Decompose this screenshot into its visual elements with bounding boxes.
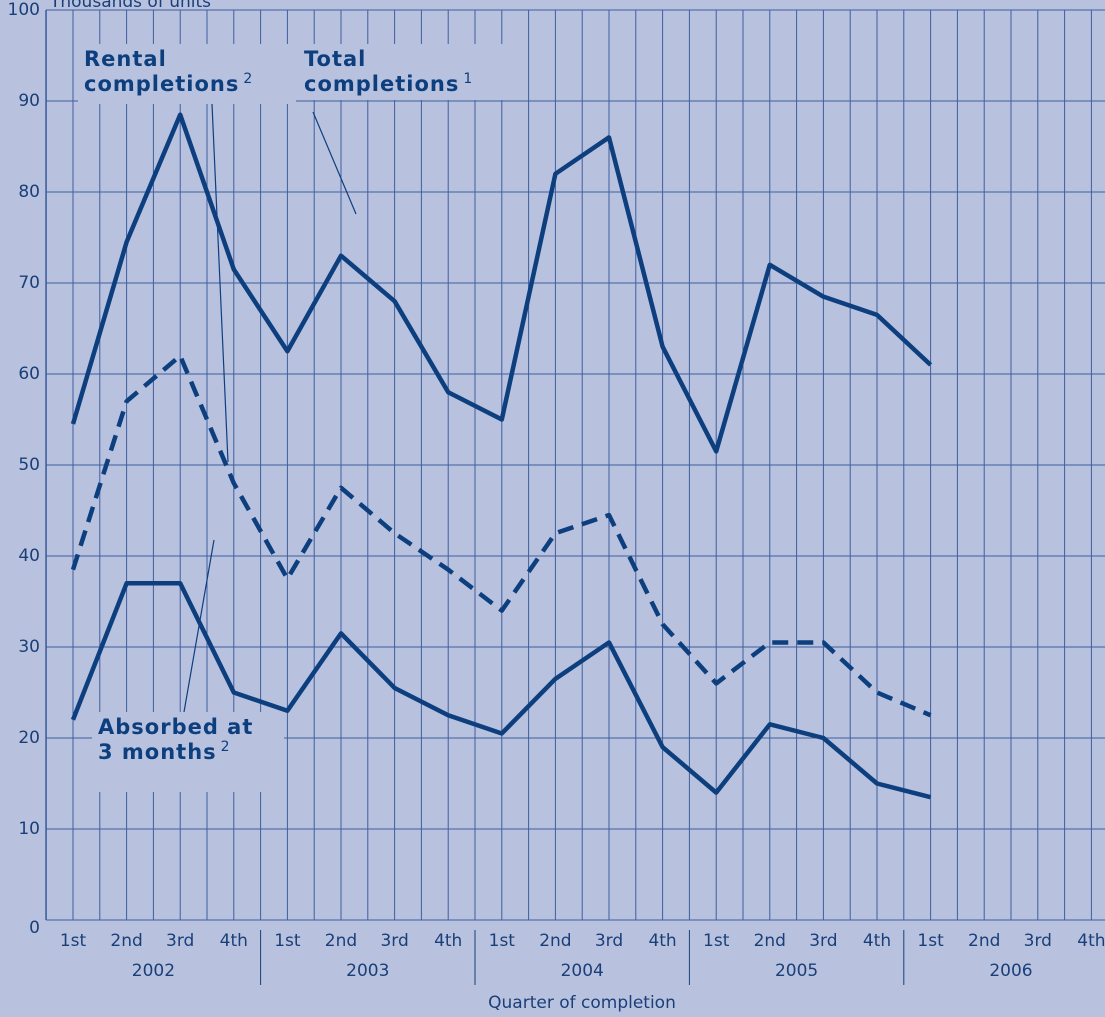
x-tick-label: 1st (274, 931, 301, 951)
x-tick-label: 1st (703, 931, 730, 951)
x-tick-label: 4th (434, 931, 462, 951)
annotation: Absorbed at 3 months 2 (98, 715, 253, 764)
year-label: 2006 (989, 961, 1032, 981)
x-tick-label: 2nd (325, 931, 357, 951)
x-tick-label: 1st (60, 931, 87, 951)
leader-line (312, 111, 357, 215)
y-tick-label: 90 (18, 91, 40, 111)
year-label: 2002 (132, 961, 175, 981)
annotation-box (78, 44, 296, 104)
x-tick-label: 2nd (754, 931, 786, 951)
x-tick-label: 3rd (809, 931, 837, 951)
y-axis-label: Thousands of units (49, 0, 211, 12)
x-tick-label: 3rd (1024, 931, 1052, 951)
annotation: Total completions 1 (304, 47, 473, 96)
x-tick-label: 4th (863, 931, 891, 951)
annotation-note: 2 (221, 739, 231, 755)
annotation: Rental completions 2 (84, 47, 253, 96)
x-tick-label: 2nd (110, 931, 142, 951)
annotation-line: Total (304, 47, 366, 71)
annotation-line: Absorbed at (98, 715, 253, 739)
annotation-note: 2 (243, 71, 253, 87)
x-tick-label: 4th (648, 931, 676, 951)
y-tick-label: 10 (18, 819, 40, 839)
y-tick-label: 70 (18, 273, 40, 293)
x-tick-label: 3rd (595, 931, 623, 951)
y-tick-label: 40 (18, 546, 40, 566)
leader-line (211, 103, 229, 463)
annotation-line: completions (304, 72, 459, 96)
y-tick-label: 0 (29, 918, 40, 938)
y-tick-label: 30 (18, 637, 40, 657)
annotation-note: 1 (463, 71, 473, 87)
x-tick-label: 1st (917, 931, 944, 951)
x-tick-label: 3rd (166, 931, 194, 951)
annotation-line: Rental (84, 47, 167, 71)
year-label: 2005 (775, 961, 818, 981)
y-tick-label: 100 (8, 0, 40, 20)
annotation-line: completions (84, 72, 239, 96)
grid: 0 10 20 30 40 50 60 70 80 90 100 1st 2nd 3rd 4th 1st 2nd… (8, 0, 1105, 985)
x-tick-label: 1st (489, 931, 516, 951)
x-tick-label: 2nd (968, 931, 1000, 951)
annotation-line: 3 months (98, 740, 217, 764)
annotation-box (298, 44, 503, 100)
y-tick-label: 20 (18, 728, 40, 748)
lines (70, 112, 933, 800)
series-line (70, 581, 932, 800)
x-tick-label: 3rd (380, 931, 408, 951)
x-tick-label: 2nd (539, 931, 571, 951)
x-tick-label: 4th (1077, 931, 1105, 951)
year-label: 2003 (346, 961, 389, 981)
x-tick-label: 4th (220, 931, 248, 951)
series-line (70, 112, 933, 454)
series-line (70, 353, 932, 718)
y-tick-label: 60 (18, 364, 40, 384)
y-tick-label: 80 (18, 182, 40, 202)
y-tick-label: 50 (18, 455, 40, 475)
annotation-box (92, 712, 284, 792)
x-axis-label: Quarter of completion (488, 993, 676, 1013)
year-label: 2004 (561, 961, 604, 981)
